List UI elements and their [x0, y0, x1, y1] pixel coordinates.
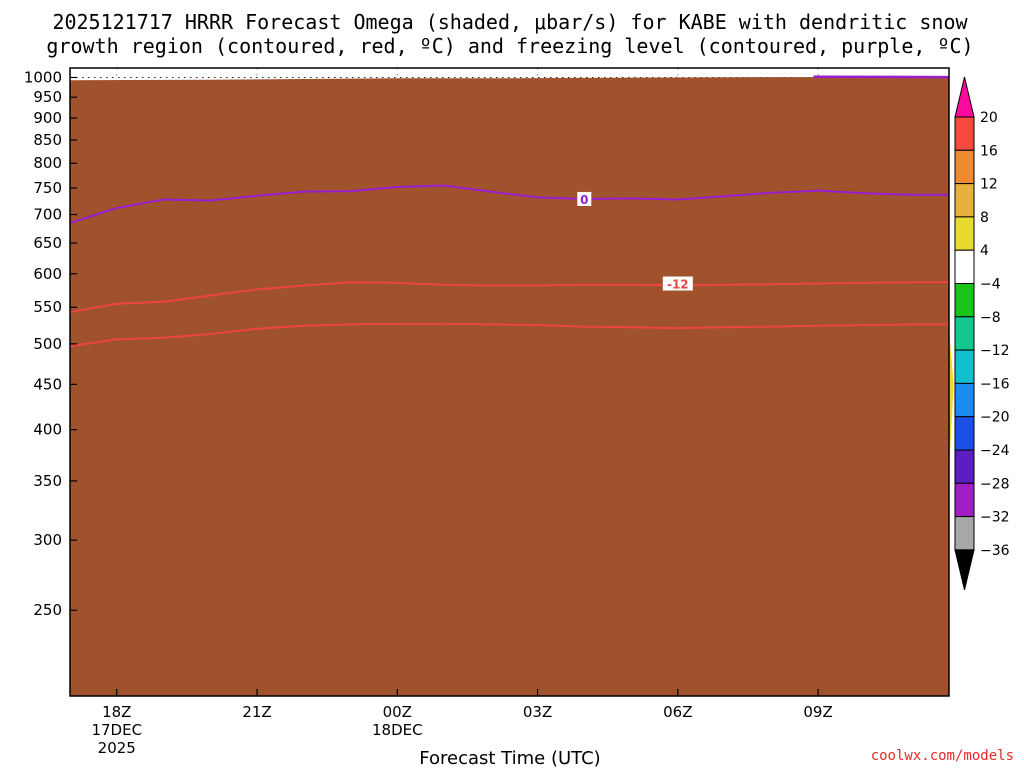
colorbar-box-6 — [954, 316, 975, 351]
freezing-level-contour — [69, 184, 949, 224]
x-tick-date-18Z: 17DEC — [91, 721, 142, 739]
contour-label-freezing: 0 — [580, 193, 588, 207]
y-tick-label-250: 250 — [33, 601, 62, 619]
colorbar-label: −36 — [980, 543, 1010, 559]
y-tick-label-550: 550 — [33, 298, 62, 316]
colorbar-label: −16 — [980, 376, 1010, 392]
y-tick-label-400: 400 — [33, 421, 62, 439]
y-tick-label-950: 950 — [33, 88, 62, 106]
colorbar-label: 4 — [980, 243, 989, 259]
contour-label-bg-1 — [577, 191, 592, 206]
colorbar-label: 16 — [980, 143, 998, 159]
colorbar-box-7 — [954, 349, 975, 384]
colorbar-label: −32 — [980, 510, 1010, 526]
colorbar-label: −24 — [980, 443, 1010, 459]
contour-label-bg-0 — [662, 276, 693, 291]
y-tick-label-350: 350 — [33, 472, 62, 490]
terrain-surface — [70, 77, 949, 697]
colorbar-label: −20 — [980, 410, 1010, 426]
y-tick-label-850: 850 — [33, 131, 62, 149]
contour-label-dgz: -12 — [667, 278, 689, 292]
y-tick-label-600: 600 — [33, 265, 62, 283]
y-tick-label-900: 900 — [33, 109, 62, 127]
chart-title-line-2: growth region (contoured, red, ºC) and f… — [46, 34, 973, 58]
x-tick-label-21Z: 21Z — [242, 703, 271, 721]
colorbar-label: −4 — [980, 277, 1001, 293]
credit-link[interactable]: coolwx.com/models — [871, 748, 1014, 764]
y-tick-label-650: 650 — [33, 234, 62, 252]
dgz-upper-contour — [69, 322, 949, 348]
colorbar-box-3 — [954, 216, 975, 251]
y-tick-label-500: 500 — [33, 335, 62, 353]
plot-frame — [69, 67, 950, 697]
x-tick-label-00Z: 00Z — [383, 703, 412, 721]
y-axis: 250 300 350 400 450 500 550 600 650 700 750 800 850 9… — [24, 68, 77, 619]
colorbar-box-11 — [954, 482, 975, 518]
x-axis-title: Forecast Time (UTC) — [419, 748, 600, 768]
colorbar-box-1 — [954, 149, 975, 185]
colorbar-box-9 — [954, 416, 975, 451]
colorbar-label: 12 — [980, 177, 998, 193]
y-tick-label-750: 750 — [33, 179, 62, 197]
colorbar-label: −8 — [980, 310, 1001, 326]
contours: -12 0 — [69, 75, 950, 348]
x-tick-year-18Z: 2025 — [98, 739, 136, 757]
colorbar: 20 16 12 8 4 −4 −8 −12 −16 −20 −24 −28 −32 −36 — [954, 76, 1010, 591]
terrain — [70, 77, 949, 697]
colorbar-box-2 — [954, 183, 975, 218]
dgz-lower-contour — [69, 281, 949, 314]
x-tick-date-00Z: 18DEC — [372, 721, 423, 739]
chart-title-line-1: 2025121717 HRRR Forecast Omega (shaded, … — [52, 10, 968, 34]
x-tick-label-03Z: 03Z — [523, 703, 552, 721]
y-tick-label-450: 450 — [33, 375, 62, 393]
colorbar-bottom-triangle — [954, 549, 975, 591]
y-tick-label-1000: 1000 — [24, 68, 62, 86]
colorbar-label: 20 — [980, 110, 998, 126]
colorbar-box-0 — [954, 116, 975, 151]
colorbar-box-8 — [954, 382, 975, 418]
x-tick-label-06Z: 06Z — [663, 703, 692, 721]
colorbar-label: −12 — [980, 343, 1010, 359]
y-tick-label-300: 300 — [33, 531, 62, 549]
colorbar-box-10 — [954, 449, 975, 484]
colorbar-box-5 — [954, 283, 975, 318]
colorbar-top-triangle — [954, 76, 975, 118]
colorbar-label: 8 — [980, 210, 989, 226]
colorbar-label: −28 — [980, 476, 1010, 492]
x-tick-label-09Z: 09Z — [803, 703, 832, 721]
y-tick-label-800: 800 — [33, 154, 62, 172]
y-tick-label-700: 700 — [33, 206, 62, 224]
colorbar-box-4 — [954, 249, 975, 284]
colorbar-box-12 — [954, 516, 975, 551]
x-tick-label-18Z: 18Z — [102, 703, 131, 721]
